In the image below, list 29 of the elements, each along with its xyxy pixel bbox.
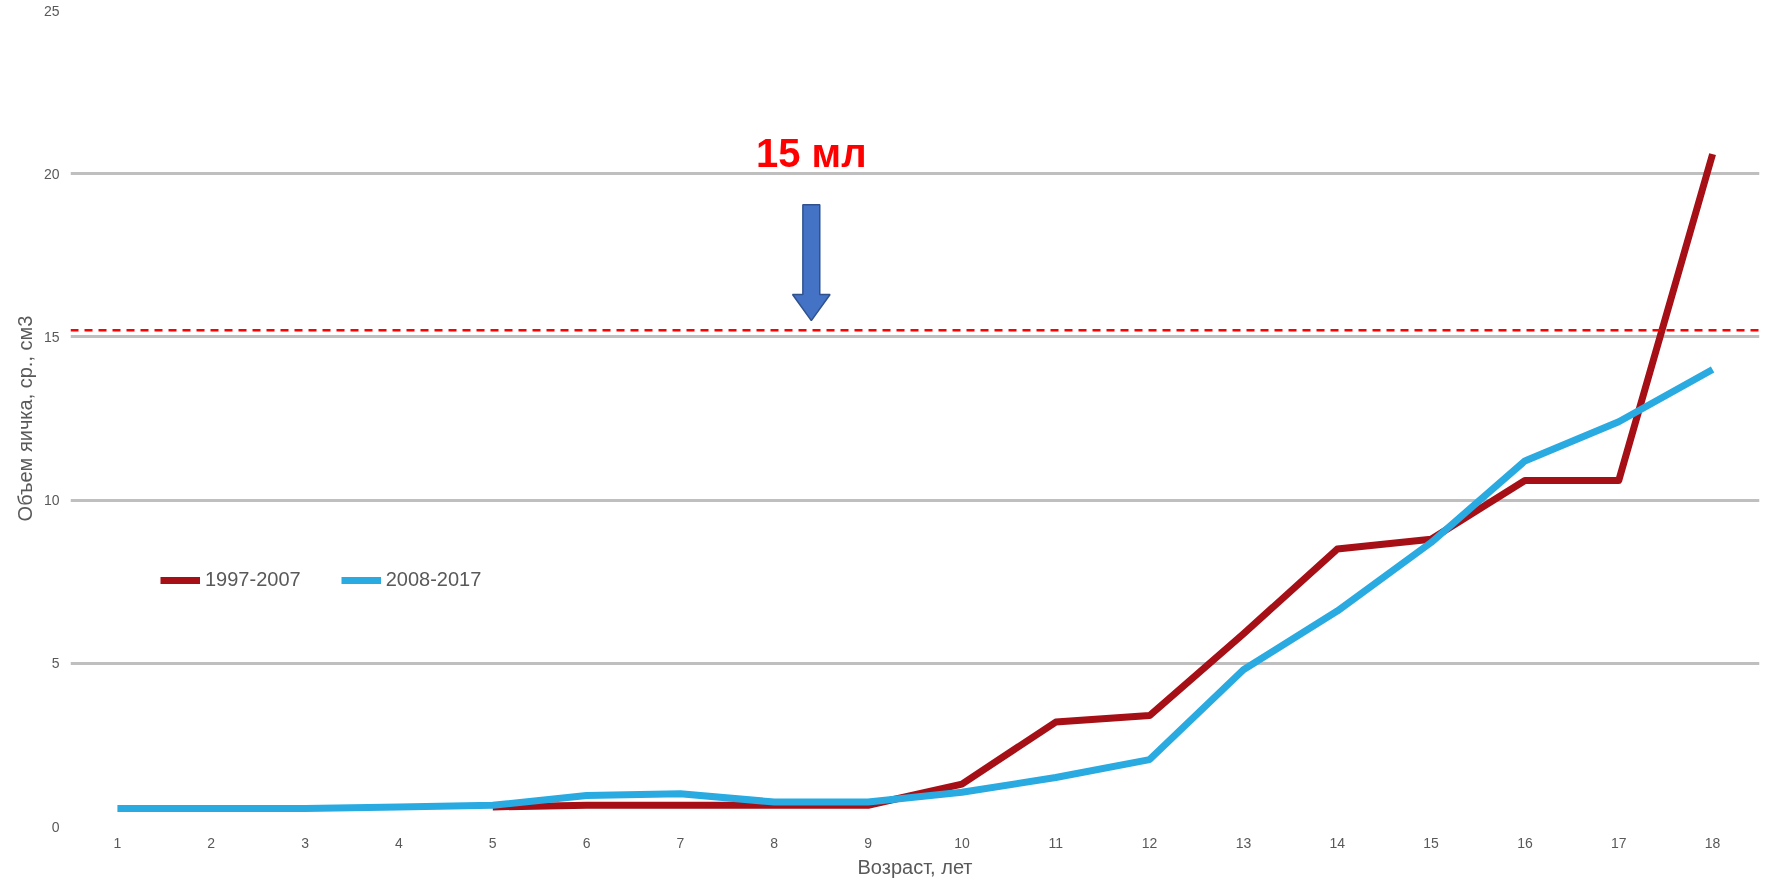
x-axis-title: Возраст, лет bbox=[857, 855, 973, 878]
x-tick-label: 4 bbox=[395, 834, 404, 851]
y-tick-label: 20 bbox=[43, 165, 60, 182]
x-tick-label: 5 bbox=[488, 834, 497, 851]
x-tick-label: 16 bbox=[1517, 834, 1533, 851]
y-tick-label: 25 bbox=[43, 2, 60, 19]
x-tick-label: 10 bbox=[954, 834, 970, 851]
x-tick-label: 8 bbox=[770, 834, 779, 851]
y-tick-label: 5 bbox=[51, 655, 60, 672]
y-tick-label: 10 bbox=[43, 492, 60, 509]
x-tick-label: 1 bbox=[113, 834, 122, 851]
x-tick-label: 11 bbox=[1048, 834, 1064, 851]
x-tick-label: 12 bbox=[1141, 834, 1158, 851]
x-tick-label: 18 bbox=[1704, 834, 1721, 851]
y-tick-label: 0 bbox=[51, 818, 60, 835]
legend-label: 1997-2007 bbox=[205, 568, 301, 591]
x-tick-label: 6 bbox=[582, 834, 591, 851]
y-axis-title: Объем яичка, ср., см3 bbox=[13, 315, 36, 522]
x-tick-label: 3 bbox=[301, 834, 310, 851]
ref-line-label: 15 мл bbox=[756, 131, 867, 176]
x-tick-label: 2 bbox=[207, 834, 216, 851]
x-tick-label: 7 bbox=[676, 834, 685, 851]
legend-label: 2008-2017 bbox=[385, 568, 482, 591]
x-tick-label: 13 bbox=[1235, 834, 1252, 851]
x-tick-label: 17 bbox=[1610, 834, 1627, 851]
x-tick-label: 14 bbox=[1329, 834, 1346, 851]
x-tick-label: 9 bbox=[864, 834, 873, 851]
x-tick-label: 15 bbox=[1423, 834, 1440, 851]
y-tick-label: 15 bbox=[43, 328, 60, 345]
